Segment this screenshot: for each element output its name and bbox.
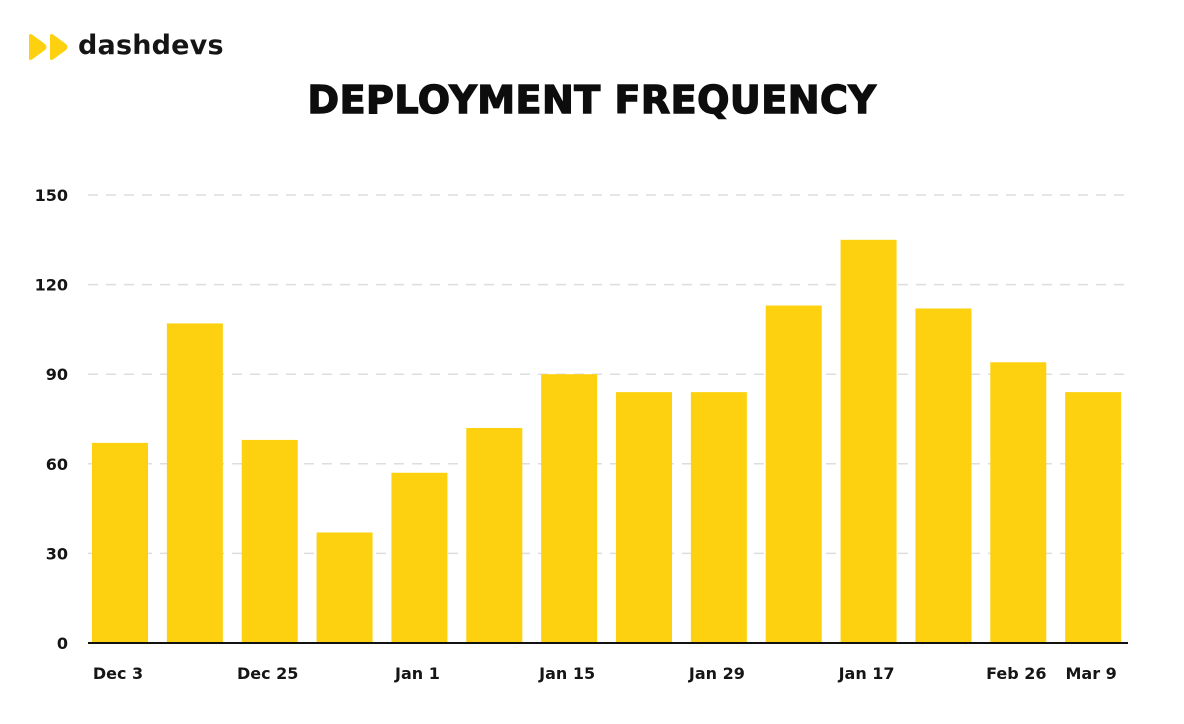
x-tick-label: Feb 26 (986, 664, 1046, 683)
brand-logo: dashdevs (26, 29, 224, 65)
x-tick-label: Jan 17 (838, 664, 895, 683)
chart-title: DEPLOYMENT FREQUENCY (307, 77, 877, 122)
y-axis-ticks: 0 30 60 90 120 150 (35, 186, 68, 653)
bar (166, 323, 223, 643)
bar (840, 239, 897, 644)
x-tick-label: Mar 9 (1065, 664, 1116, 683)
bar (92, 442, 148, 643)
x-tick-label: Jan 29 (688, 664, 745, 683)
bar (1065, 392, 1122, 643)
y-tick-label: 90 (46, 365, 68, 384)
x-tick-label: Jan 1 (394, 664, 440, 683)
bar (316, 532, 373, 643)
bar (616, 392, 672, 643)
x-tick-label: Dec 3 (93, 664, 143, 683)
bar (765, 305, 822, 643)
x-tick-label: Dec 25 (237, 664, 298, 683)
bar (241, 439, 298, 643)
bar (990, 362, 1047, 643)
y-tick-label: 60 (46, 455, 68, 474)
bar (915, 308, 972, 643)
bars (92, 239, 1122, 644)
bar (541, 374, 598, 643)
double-play-icon (29, 34, 68, 60)
x-axis-ticks: Dec 3 Dec 25 Jan 1 Jan 15 Jan 29 Jan 17 Feb 26… (93, 664, 1117, 683)
bar (690, 392, 747, 643)
y-tick-label: 0 (57, 634, 68, 653)
y-tick-label: 30 (46, 544, 68, 563)
y-tick-label: 120 (35, 276, 68, 295)
x-tick-label: Jan 15 (538, 664, 595, 683)
bar (466, 427, 523, 643)
bar (391, 472, 448, 643)
brand-name: dashdevs (78, 29, 224, 61)
y-tick-label: 150 (35, 186, 68, 205)
